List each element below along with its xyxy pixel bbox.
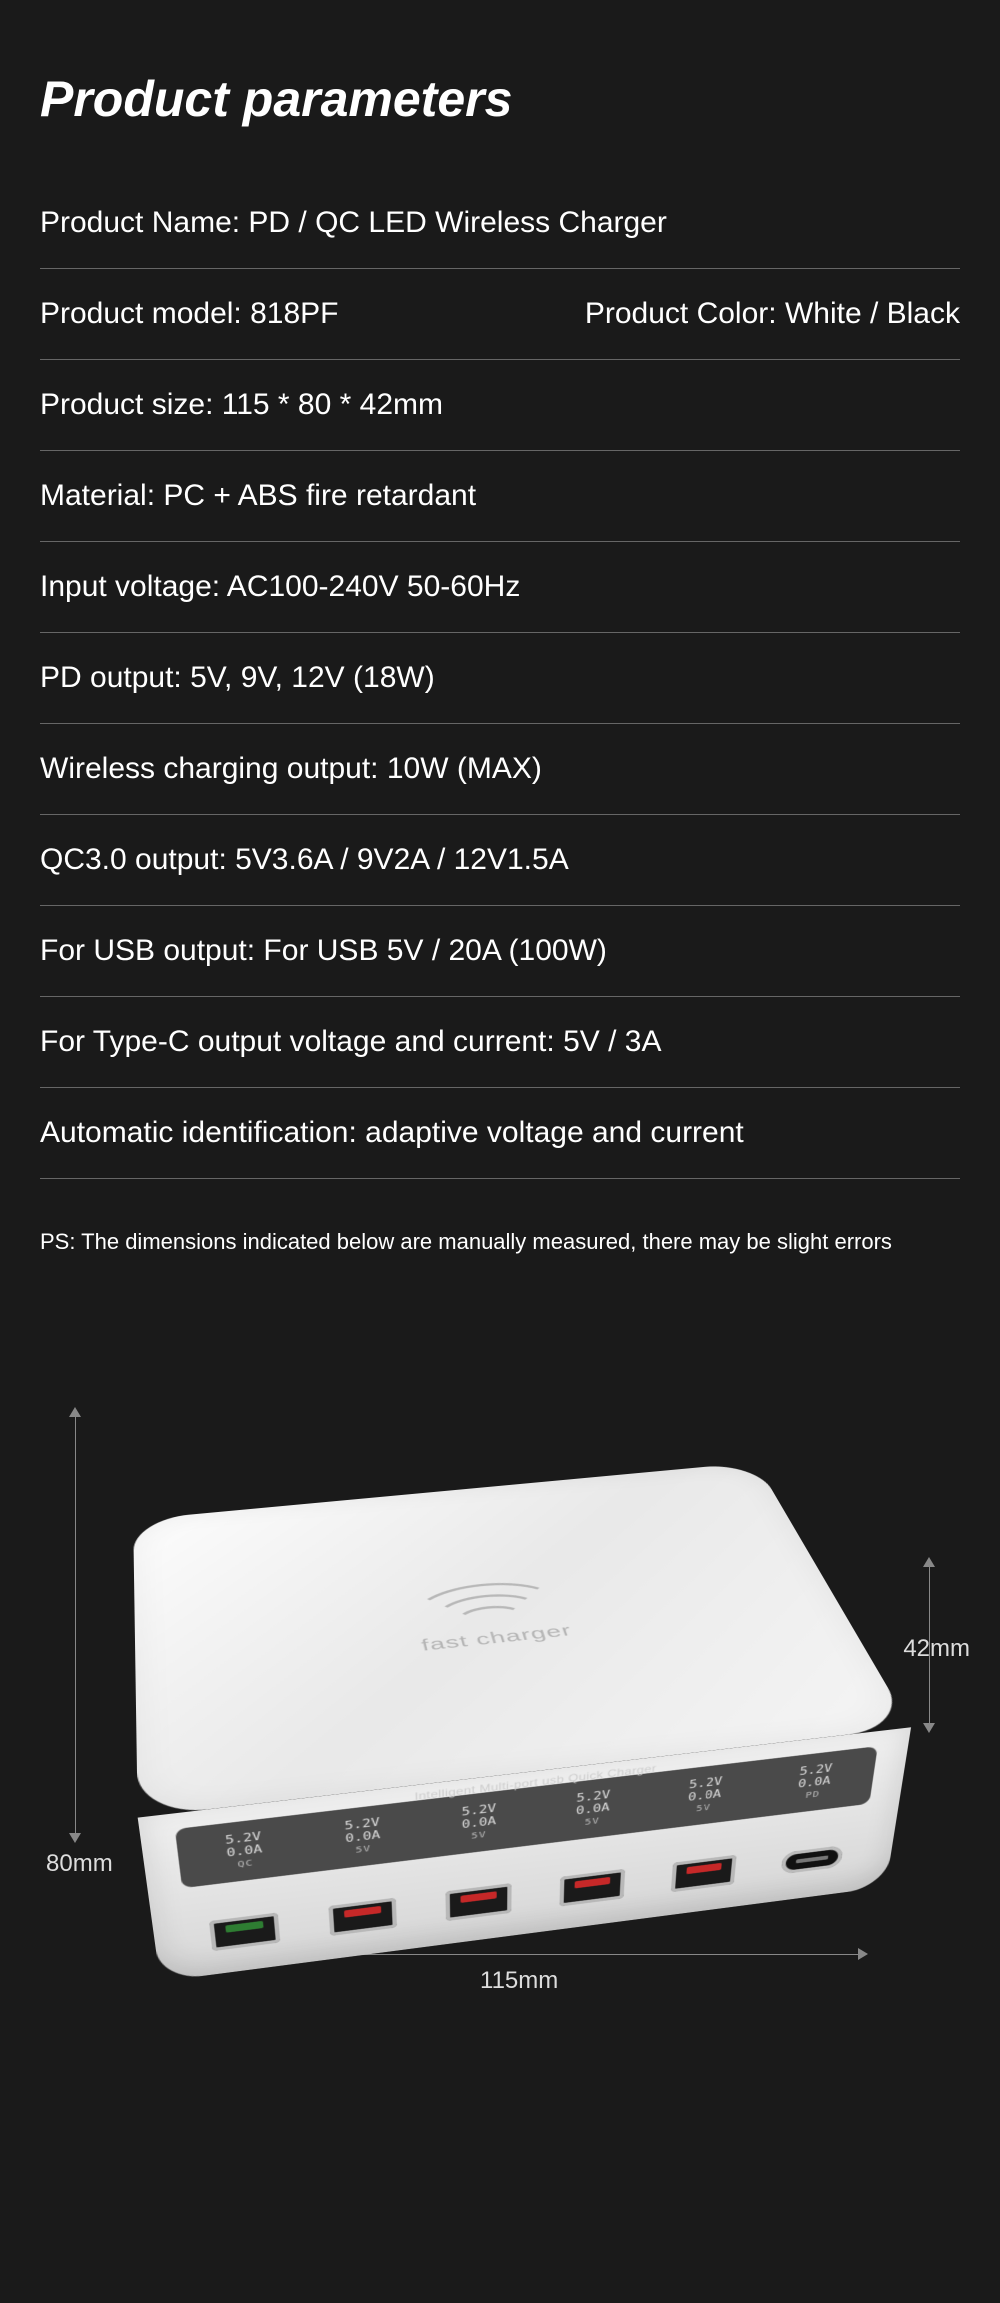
spec-usb: For USB output: For USB 5V / 20A (100W) xyxy=(40,934,960,968)
spec-row-wireless: Wireless charging output: 10W (MAX) xyxy=(40,724,960,815)
usb-port-3 xyxy=(559,1868,625,1906)
spec-auto: Automatic identification: adaptive volta… xyxy=(40,1116,960,1150)
lcd-cell-1: 5.2V 0.0A 5V xyxy=(308,1813,416,1861)
lcd-cell-4: 5.2V 0.0A 5V xyxy=(653,1772,756,1819)
device-3d: fast charger Intelligent Multi-port usb … xyxy=(133,1462,911,1817)
spec-row-auto: Automatic identification: adaptive volta… xyxy=(40,1088,960,1179)
lcd-cell-3: 5.2V 0.0A 5V xyxy=(541,1786,644,1833)
lcd-cell-0: 5.2V 0.0A QC xyxy=(188,1827,300,1875)
spec-row-qc: QC3.0 output: 5V3.6A / 9V2A / 12V1.5A xyxy=(40,815,960,906)
page-title: Product parameters xyxy=(40,70,960,128)
spec-row-pd: PD output: 5V, 9V, 12V (18W) xyxy=(40,633,960,724)
spec-color: Product Color: White / Black xyxy=(585,297,960,331)
spec-size: Product size: 115 * 80 * 42mm xyxy=(40,388,960,422)
page-container: Product parameters Product Name: PD / QC… xyxy=(0,0,1000,2035)
spec-name: Product Name: PD / QC LED Wireless Charg… xyxy=(40,206,960,240)
spec-pd: PD output: 5V, 9V, 12V (18W) xyxy=(40,661,960,695)
typec-port-pd xyxy=(781,1845,844,1874)
spec-wireless: Wireless charging output: 10W (MAX) xyxy=(40,752,960,786)
spec-row-input: Input voltage: AC100-240V 50-60Hz xyxy=(40,542,960,633)
usb-port-2 xyxy=(445,1883,511,1921)
spec-row-model-color: Product model: 818PF Product Color: Whit… xyxy=(40,269,960,360)
spec-row-material: Material: PC + ABS fire retardant xyxy=(40,451,960,542)
lcd-cell-2: 5.2V 0.0A 5V xyxy=(426,1799,531,1846)
lcd-cell-5: 5.2V 0.0A PD xyxy=(763,1759,866,1805)
spec-typec: For Type-C output voltage and current: 5… xyxy=(40,1025,960,1059)
usb-port-qc xyxy=(209,1912,280,1951)
spec-input: Input voltage: AC100-240V 50-60Hz xyxy=(40,570,960,604)
spec-row-typec: For Type-C output voltage and current: 5… xyxy=(40,997,960,1088)
ps-note: PS: The dimensions indicated below are m… xyxy=(40,1229,960,1255)
spec-row-size: Product size: 115 * 80 * 42mm xyxy=(40,360,960,451)
spec-material: Material: PC + ABS fire retardant xyxy=(40,479,960,513)
spec-model: Product model: 818PF xyxy=(40,297,585,331)
spec-row-usb: For USB output: For USB 5V / 20A (100W) xyxy=(40,906,960,997)
usb-port-4 xyxy=(671,1854,737,1892)
spec-row-name: Product Name: PD / QC LED Wireless Charg… xyxy=(40,178,960,269)
dimension-label-115mm: 115mm xyxy=(480,1967,558,1995)
device-top-label: fast charger xyxy=(419,1620,574,1654)
product-illustration: 80mm 115mm 42mm fast charger Intelligent… xyxy=(40,1275,960,1995)
dimension-label-42mm: 42mm xyxy=(903,1635,970,1663)
spec-qc: QC3.0 output: 5V3.6A / 9V2A / 12V1.5A xyxy=(40,843,960,877)
dimension-line-depth xyxy=(75,1415,76,1835)
device-wrapper: fast charger Intelligent Multi-port usb … xyxy=(100,1315,880,1915)
usb-port-1 xyxy=(328,1897,397,1935)
